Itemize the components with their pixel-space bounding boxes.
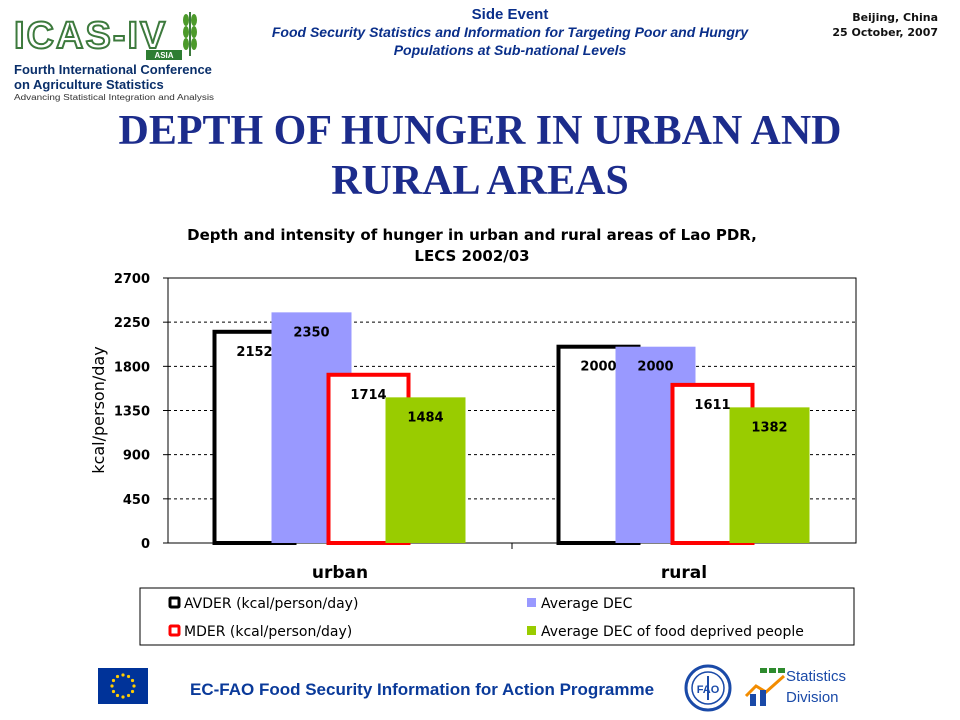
legend-label: Average DEC	[541, 596, 633, 612]
data-label: 2152	[236, 345, 272, 360]
bar	[729, 407, 810, 543]
y-tick-label: 1800	[114, 360, 150, 375]
event-place: Beijing, China	[852, 11, 938, 24]
fao-logo-text: FAO	[697, 684, 720, 696]
legend-swatch	[527, 598, 536, 607]
statistics-label-line1: Statistics	[786, 668, 847, 685]
data-label: 2000	[637, 360, 673, 375]
legend-swatch	[168, 596, 181, 609]
y-tick-label: 900	[123, 449, 150, 464]
legend-swatch	[527, 626, 536, 635]
logo-region: ASIA	[154, 51, 173, 60]
event-title-line1: Food Security Statistics and Information…	[271, 24, 749, 40]
y-tick-label: 0	[141, 537, 150, 552]
chart-title-line1: Depth and intensity of hunger in urban a…	[187, 226, 757, 244]
footer-programme: EC-FAO Food Security Information for Act…	[190, 680, 655, 699]
chart-canvas: Depth and intensity of hunger in urban a…	[89, 226, 857, 646]
logo-line2: on Agriculture Statistics	[14, 77, 164, 92]
statistics-division-label: Statistics Division	[786, 666, 846, 708]
hunger-depth-chart: Depth and intensity of hunger in urban a…	[0, 205, 960, 655]
fao-logo-icon: FAO	[684, 664, 732, 712]
y-tick-label: 450	[123, 493, 150, 508]
data-label: 2350	[293, 325, 329, 340]
legend-swatch	[168, 624, 181, 637]
data-label: 2000	[580, 360, 616, 375]
wheat-icon	[183, 12, 197, 56]
bar	[385, 397, 466, 543]
legend: AVDER (kcal/person/day) Average DEC MDER (…	[139, 587, 855, 646]
y-tick-label: 2700	[114, 272, 150, 287]
y-tick-label: 1350	[114, 405, 150, 420]
logo-tagline: Advancing Statistical Integration and An…	[14, 93, 214, 102]
eu-flag-icon	[98, 668, 148, 704]
logo-line1: Fourth International Conference	[14, 62, 212, 77]
legend-box	[139, 587, 855, 646]
event-header: Side Event Food Security Statistics and …	[230, 6, 790, 59]
data-label: 1714	[350, 388, 386, 403]
y-axis-label: kcal/person/day	[89, 346, 108, 473]
legend-label: AVDER (kcal/person/day)	[184, 596, 358, 612]
data-label: 1611	[694, 398, 730, 413]
y-tick-label: 2250	[114, 316, 150, 331]
event-place-date: Beijing, China 25 October, 2007	[832, 10, 938, 40]
logo-wordmark: ICAS-IV	[14, 15, 167, 57]
legend-label: MDER (kcal/person/day)	[184, 624, 352, 640]
statistics-label-line2: Division	[786, 689, 839, 706]
x-tick-label: urban	[312, 563, 368, 583]
slide-title: DEPTH OF HUNGER IN URBAN AND RURAL AREAS	[80, 106, 880, 206]
statistics-division-icon	[744, 666, 786, 708]
slide-title-line2: RURAL AREAS	[331, 158, 629, 204]
x-tick-label: rural	[661, 563, 707, 583]
data-label: 1484	[407, 410, 443, 425]
event-label: Side Event	[471, 6, 549, 23]
data-label: 1382	[751, 420, 787, 435]
conference-logo: ICAS-IV ASIA Fourth International Confer…	[8, 4, 218, 104]
event-date: 25 October, 2007	[832, 26, 938, 39]
chart-title-line2: LECS 2002/03	[414, 247, 529, 265]
event-title-line2: Populations at Sub-national Levels	[393, 42, 627, 58]
slide-title-line1: DEPTH OF HUNGER IN URBAN AND	[118, 108, 842, 154]
legend-label: Average DEC of food deprived people	[541, 624, 804, 640]
